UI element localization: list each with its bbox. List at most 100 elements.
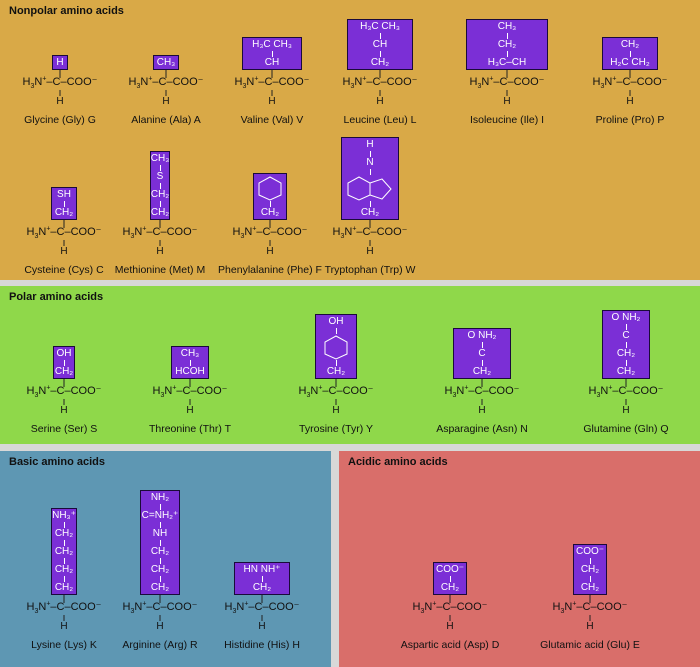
side-chain-group: CH₂ [150, 207, 170, 218]
bond-line [159, 165, 161, 171]
backbone-formula: H3N+–C–COO⁻ [26, 225, 102, 240]
bond-line [335, 379, 337, 387]
bond-line [335, 328, 337, 334]
amino-acid: CH₃ HCOH H3N+–C–COO⁻ H Threonine (Thr) T [142, 257, 238, 435]
polar-title: Polar amino acids [9, 291, 104, 303]
bond-line [271, 70, 273, 78]
side-chain-group: NH₂ [150, 492, 170, 503]
side-chain: H [52, 55, 68, 70]
side-chain-group: CH₂ [616, 348, 636, 359]
side-chain-group: SH [57, 189, 71, 200]
alpha-hydrogen: H [60, 246, 68, 257]
bond-line [63, 522, 65, 528]
bond-line [165, 90, 167, 96]
alpha-hydrogen: H [626, 96, 634, 107]
side-chain-group: CH₂ [616, 366, 636, 377]
amino-acid: NH₃⁺ CH₂ CH₂ CH₂ CH₂ H3N+–C–COO⁻ H Lysine (Lys)… [16, 473, 112, 651]
side-chain-group: CH₂ [260, 207, 280, 218]
side-chain-group: CH₂ [54, 528, 74, 539]
amino-acid-name: Serine (Ser) S [30, 423, 98, 435]
bond-line [629, 90, 631, 96]
side-chain: NH₂ C=NH₂⁺ NH CH₂ CH₂ CH₂ [140, 490, 180, 595]
backbone-formula: H3N+–C–COO⁻ [469, 75, 545, 90]
side-chain-group: CH₃ [156, 57, 176, 68]
amino-acid-name: Glutamic acid (Glu) E [540, 639, 640, 651]
amino-acid-name: Isoleucine (Ile) I [469, 114, 545, 126]
bond-line [159, 615, 161, 621]
side-chain-group: CH₂ [440, 582, 460, 593]
side-chain: OH CH₂ [315, 314, 357, 379]
side-chain-group: CH₂ [497, 39, 517, 50]
bond-line [63, 615, 65, 621]
side-chain-group: NH₃⁺ [52, 510, 76, 521]
alpha-hydrogen: H [266, 246, 274, 257]
bond-line [63, 540, 65, 546]
bond-line [269, 220, 271, 228]
side-chain-group: C [478, 348, 486, 359]
backbone-formula: H3N+–C–COO⁻ [298, 384, 374, 399]
alpha-hydrogen: H [503, 96, 511, 107]
bond-line [63, 576, 65, 582]
backbone-formula: H3N+–C–COO⁻ [588, 384, 664, 399]
bond-line [271, 51, 273, 57]
side-chain-group: CH₃ [497, 21, 517, 32]
amino-acid: O NH₂ C CH₂ H3N+–C–COO⁻ H Asparagine (Asn) N [434, 257, 530, 435]
side-chain: OH CH₂ [53, 346, 75, 379]
side-chain-group: CH₂ [54, 366, 74, 377]
acidic-title: Acidic amino acids [348, 456, 448, 468]
amino-acid-name: Methionine (Met) M [114, 264, 206, 276]
amino-acid-name: Cysteine (Cys) C [24, 264, 104, 276]
backbone-formula: H3N+–C–COO⁻ [122, 600, 198, 615]
amino-acid-name: Valine (Val) V [240, 114, 304, 126]
amino-acid-name: Lysine (Lys) K [31, 639, 97, 651]
side-chain: O NH₂ C CH₂ [453, 328, 511, 379]
bond-line [159, 558, 161, 564]
indole-ring-icon [347, 176, 392, 201]
side-chain-group: CH₂ [150, 564, 170, 575]
alpha-hydrogen: H [446, 621, 454, 632]
side-chain-group: H₃C CH₃ [252, 39, 292, 50]
backbone-formula: H3N+–C–COO⁻ [592, 75, 668, 90]
side-chain: CH₂ [253, 173, 287, 220]
bond-line [335, 360, 337, 366]
side-chain-group: CH₃ [180, 348, 200, 359]
amino-acid-name: Leucine (Leu) L [343, 114, 417, 126]
alpha-hydrogen: H [622, 405, 630, 416]
side-chain-group: CH₂ [150, 189, 170, 200]
bond-line [189, 379, 191, 387]
bond-line [159, 595, 161, 603]
side-chain-group: OH [328, 316, 344, 327]
bond-line [481, 342, 483, 348]
amino-acid: CH₃ H3N+–C–COO⁻ H Alanine (Ala) A [118, 0, 214, 126]
amino-acid-name: Glycine (Gly) G [24, 114, 96, 126]
amino-acid: OH CH₂ H3N+–C–COO⁻ H Tyrosine (Tyr) Y [288, 257, 384, 435]
bond-line [369, 240, 371, 246]
backbone-formula: H3N+–C–COO⁻ [232, 225, 308, 240]
side-chain-group: CH₂ [54, 546, 74, 557]
side-chain: H₃C CH₃ CH [242, 37, 302, 70]
side-chain-group: CH₂ [54, 207, 74, 218]
backbone-formula: H3N+–C–COO⁻ [152, 384, 228, 399]
amino-acid-name: Glutamine (Gln) Q [583, 423, 669, 435]
alpha-hydrogen: H [268, 96, 276, 107]
side-chain: H N CH₂ [341, 137, 399, 220]
bond-line [506, 51, 508, 57]
bond-line [63, 379, 65, 387]
amino-acid: COO⁻ CH₂ H3N+–C–COO⁻ H Aspartic acid (Asp) D [401, 473, 499, 651]
amino-acid: SH CH₂ H3N+–C–COO⁻ H Cysteine (Cys) C [16, 98, 112, 276]
bond-line [506, 90, 508, 96]
side-chain: CH₃ CH₂ H₃C–CH [466, 19, 548, 70]
amino-acid-name: Proline (Pro) P [595, 114, 665, 126]
side-chain: HN NH⁺ CH₂ [234, 562, 290, 595]
bond-line [63, 360, 65, 366]
side-chain-group: CH [264, 57, 280, 68]
side-chain-group: C=NH₂⁺ [141, 510, 179, 521]
side-chain-group: CH₂ [150, 582, 170, 593]
side-chain-group: CH₂ [150, 546, 170, 557]
backbone-formula: H3N+–C–COO⁻ [552, 600, 628, 615]
amino-acid: CH₂ H3N+–C–COO⁻ H Phenylalanine (Phe) F [218, 98, 322, 276]
amino-acid: H₃C CH₃ CH H3N+–C–COO⁻ H Valine (Val) V [224, 0, 320, 126]
side-chain-group: H₃C CH₃ [360, 21, 400, 32]
bond-line [449, 576, 451, 582]
amino-acid: HN NH⁺ CH₂ H3N+–C–COO⁻ H Histidine (His) H [214, 473, 310, 651]
